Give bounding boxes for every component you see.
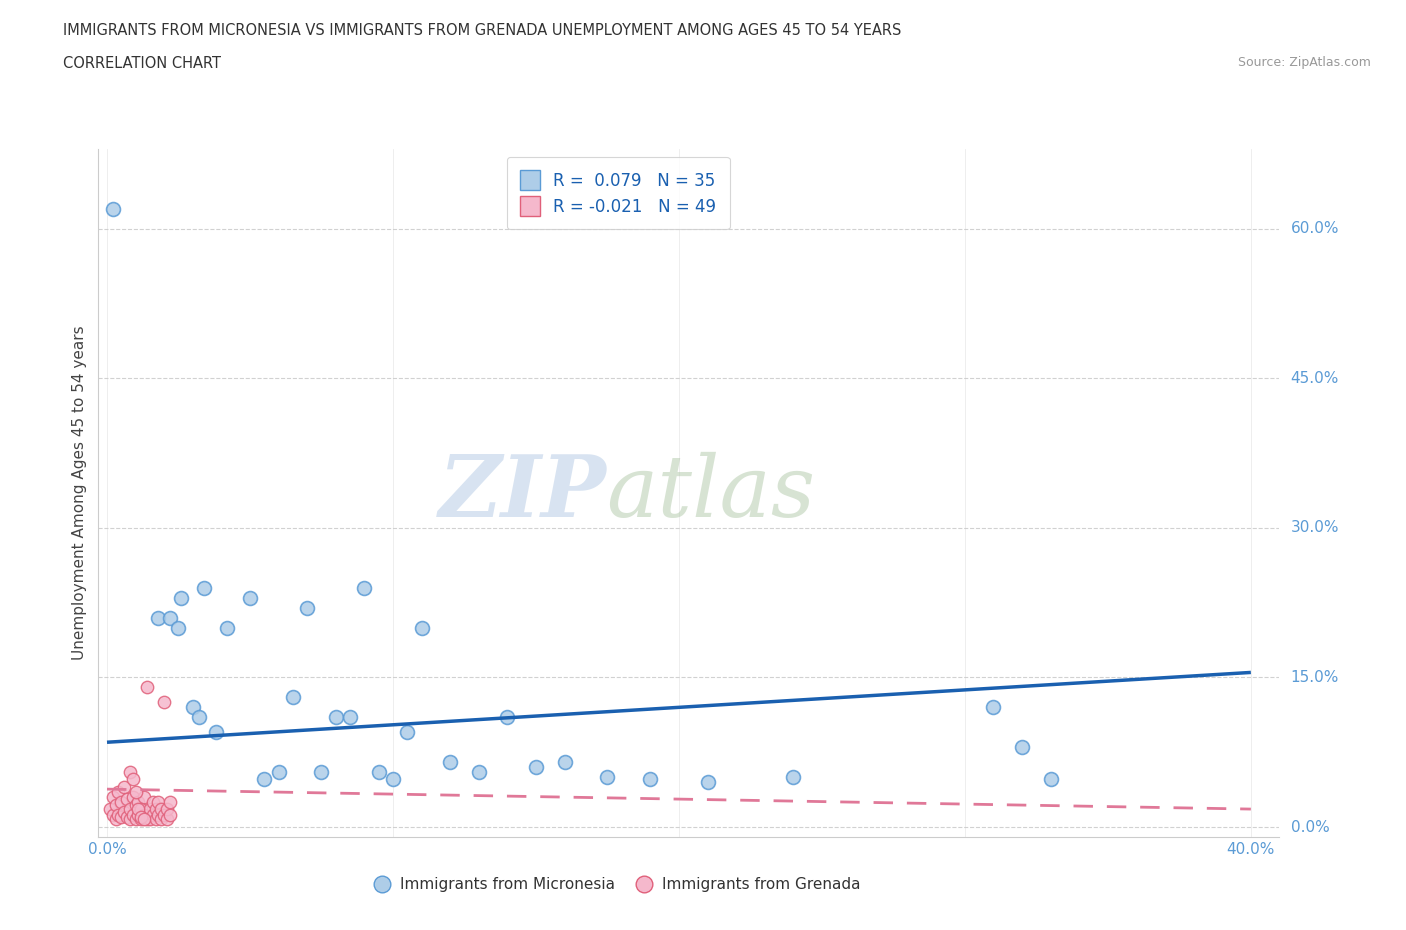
Text: atlas: atlas [606, 452, 815, 534]
Point [124, 798, 146, 813]
Point [112, 804, 135, 819]
Point [187, 710, 209, 724]
Point [204, 724, 226, 739]
Point [524, 760, 547, 775]
Point [496, 710, 519, 724]
Point [136, 680, 159, 695]
Text: 45.0%: 45.0% [1291, 371, 1339, 386]
Point [281, 690, 304, 705]
Point [596, 770, 619, 785]
Point [159, 807, 181, 822]
Point [110, 810, 132, 825]
Point [983, 700, 1005, 715]
Point [131, 802, 153, 817]
Point [782, 770, 804, 785]
Point [696, 775, 718, 790]
Point [115, 791, 138, 806]
Point [295, 600, 318, 615]
Point [148, 610, 170, 625]
Point [127, 794, 149, 809]
Point [127, 807, 149, 822]
Point [148, 794, 170, 809]
Point [134, 807, 156, 822]
Legend: Immigrants from Micronesia, Immigrants from Grenada: Immigrants from Micronesia, Immigrants f… [370, 871, 868, 898]
Point [267, 764, 290, 779]
Point [640, 772, 662, 787]
Point [121, 772, 143, 787]
Point [118, 764, 141, 779]
Point [167, 620, 190, 635]
Point [217, 620, 239, 635]
Point [134, 812, 156, 827]
Text: 15.0%: 15.0% [1291, 670, 1339, 684]
Text: ZIP: ZIP [439, 451, 606, 535]
Point [554, 755, 576, 770]
Point [1011, 739, 1033, 754]
Point [411, 620, 433, 635]
Point [148, 807, 170, 822]
Point [124, 785, 146, 800]
Point [156, 802, 179, 817]
Point [145, 812, 167, 827]
Point [311, 764, 333, 779]
Text: 60.0%: 60.0% [1291, 221, 1339, 236]
Point [339, 710, 361, 724]
Point [121, 807, 143, 822]
Point [101, 790, 124, 804]
Point [325, 710, 347, 724]
Point [145, 802, 167, 817]
Point [142, 807, 165, 822]
Point [124, 812, 146, 827]
Text: 0.0%: 0.0% [1291, 819, 1329, 834]
Point [134, 790, 156, 804]
Point [139, 812, 162, 827]
Point [139, 802, 162, 817]
Point [101, 201, 124, 216]
Point [115, 810, 138, 825]
Point [107, 785, 129, 800]
Point [104, 798, 127, 813]
Point [107, 807, 129, 822]
Text: CORRELATION CHART: CORRELATION CHART [63, 56, 221, 71]
Point [136, 812, 159, 827]
Point [381, 772, 404, 787]
Point [367, 764, 389, 779]
Point [131, 812, 153, 827]
Point [156, 812, 179, 827]
Point [239, 591, 262, 605]
Point [353, 580, 375, 595]
Point [104, 812, 127, 827]
Text: 30.0%: 30.0% [1291, 520, 1339, 536]
Point [153, 807, 176, 822]
Point [170, 591, 193, 605]
Point [468, 764, 491, 779]
Point [153, 695, 176, 710]
Point [150, 802, 173, 817]
Point [118, 812, 141, 827]
Point [112, 779, 135, 794]
Point [98, 802, 121, 817]
Point [159, 610, 181, 625]
Point [101, 807, 124, 822]
Point [127, 802, 149, 817]
Text: IMMIGRANTS FROM MICRONESIA VS IMMIGRANTS FROM GRENADA UNEMPLOYMENT AMONG AGES 45: IMMIGRANTS FROM MICRONESIA VS IMMIGRANTS… [63, 23, 901, 38]
Point [396, 724, 419, 739]
Point [193, 580, 215, 595]
Point [150, 812, 173, 827]
Point [253, 772, 276, 787]
Point [110, 794, 132, 809]
Point [121, 790, 143, 804]
Text: Source: ZipAtlas.com: Source: ZipAtlas.com [1237, 56, 1371, 69]
Point [1039, 772, 1062, 787]
Point [181, 700, 204, 715]
Point [131, 810, 153, 825]
Point [439, 755, 461, 770]
Y-axis label: Unemployment Among Ages 45 to 54 years: Unemployment Among Ages 45 to 54 years [72, 326, 87, 660]
Point [159, 794, 181, 809]
Point [118, 802, 141, 817]
Point [142, 794, 165, 809]
